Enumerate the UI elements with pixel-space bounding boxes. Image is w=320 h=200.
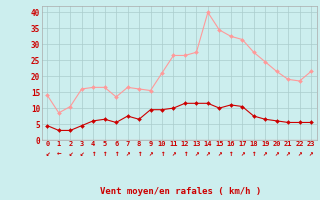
- Text: ↑: ↑: [102, 150, 107, 158]
- Text: ↗: ↗: [194, 150, 199, 158]
- Text: ↗: ↗: [205, 150, 210, 158]
- Text: ↑: ↑: [160, 150, 164, 158]
- Text: ↑: ↑: [137, 150, 141, 158]
- Text: ↗: ↗: [309, 150, 313, 158]
- Text: ←: ←: [57, 150, 61, 158]
- Text: ↗: ↗: [263, 150, 268, 158]
- Text: ↗: ↗: [297, 150, 302, 158]
- Text: ↙: ↙: [68, 150, 73, 158]
- Text: ↗: ↗: [286, 150, 291, 158]
- Text: ↗: ↗: [148, 150, 153, 158]
- Text: ↑: ↑: [228, 150, 233, 158]
- Text: ↙: ↙: [79, 150, 84, 158]
- Text: ↑: ↑: [114, 150, 118, 158]
- Text: ↗: ↗: [217, 150, 222, 158]
- Text: ↗: ↗: [171, 150, 176, 158]
- Text: ↙: ↙: [45, 150, 50, 158]
- Text: Vent moyen/en rafales ( km/h ): Vent moyen/en rafales ( km/h ): [100, 187, 261, 196]
- Text: ↗: ↗: [125, 150, 130, 158]
- Text: ↑: ↑: [252, 150, 256, 158]
- Text: ↗: ↗: [240, 150, 244, 158]
- Text: ↗: ↗: [274, 150, 279, 158]
- Text: ↑: ↑: [91, 150, 95, 158]
- Text: ↑: ↑: [183, 150, 187, 158]
